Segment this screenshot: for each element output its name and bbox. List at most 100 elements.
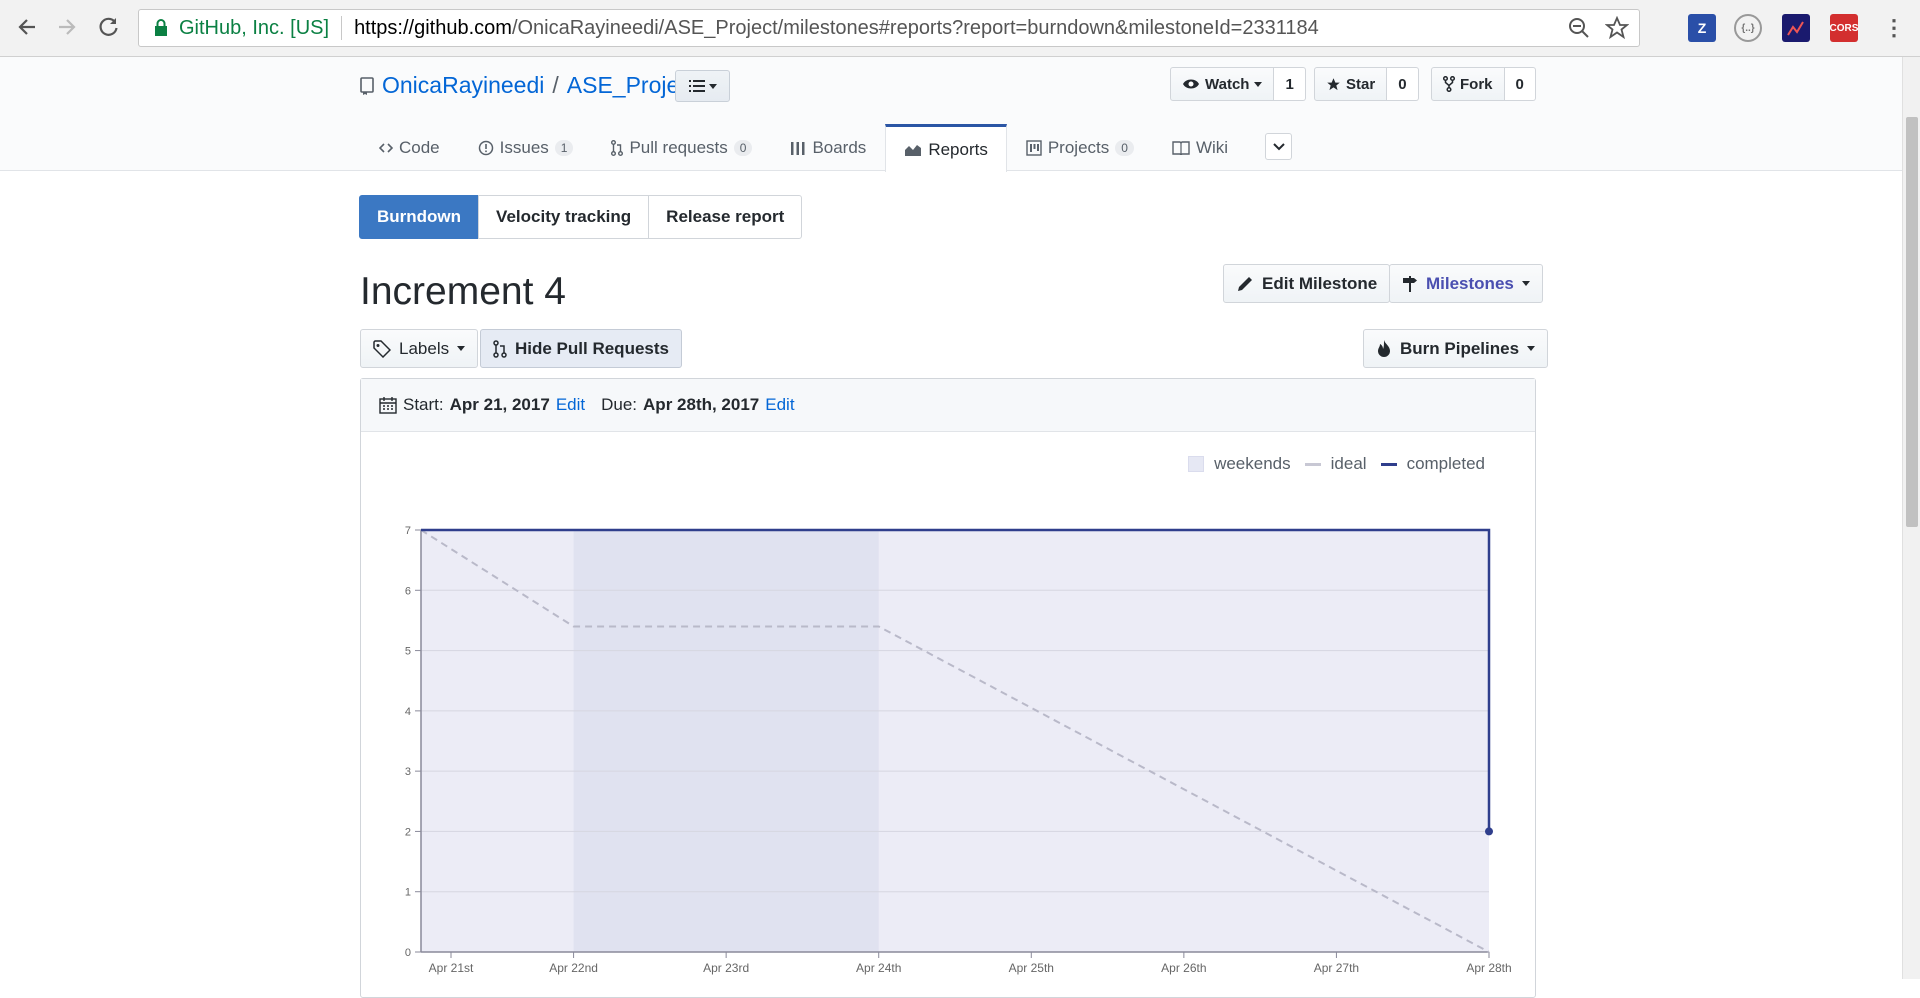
milestones-label: Milestones (1426, 273, 1514, 293)
y-tick-label: 4 (405, 706, 411, 718)
repo-icon (360, 76, 374, 95)
lock-icon (155, 19, 167, 36)
repo-owner-link[interactable]: OnicaRayineedi (382, 72, 545, 98)
extension-graph-glyph (1787, 21, 1804, 36)
completed-line (421, 528, 1491, 832)
labels-dropdown[interactable]: Labels (360, 329, 479, 368)
star-button[interactable]: Star (1314, 67, 1388, 101)
wiki-icon (1172, 141, 1190, 155)
tab-label: Wiki (1195, 138, 1229, 157)
y-tick-label: 6 (405, 585, 411, 597)
tab-release-report[interactable]: Release report (648, 195, 803, 239)
burndown-panel: Start: Apr 21, 2017 Edit Due: Apr 28th, … (360, 378, 1536, 998)
watch-button[interactable]: Watch (1170, 67, 1275, 101)
zoom-icon[interactable] (1567, 16, 1591, 40)
y-tick-label: 2 (405, 826, 411, 838)
reload-icon (99, 17, 118, 36)
bookmark-star-icon[interactable] (1605, 16, 1629, 40)
star-icon (1327, 77, 1340, 90)
scrollbar-thumb[interactable] (1906, 117, 1918, 527)
omnibox-divider (341, 16, 343, 40)
repo-header: OnicaRayineedi / ASE_Project Watch 1 Sta… (0, 57, 1902, 172)
tab-burndown[interactable]: Burndown (359, 195, 480, 239)
legend-label: weekends (1214, 454, 1291, 473)
extension-z-icon[interactable]: Z (1688, 14, 1716, 42)
burndown-chart: 0 1 2 3 4 5 6 7 Apr 21st Apr 22nd Apr 23rd Apr 24th… (405, 525, 1512, 975)
burn-pipelines-label: Burn Pipelines (1400, 338, 1520, 358)
fork-count[interactable]: 0 (1504, 67, 1536, 101)
legend-label: ideal (1330, 454, 1367, 473)
ideal-line (420, 529, 1490, 953)
extension-cors-icon[interactable]: CORS (1830, 14, 1858, 42)
y-tick-label: 0 (405, 947, 411, 959)
address-bar[interactable]: GitHub, Inc. [US] https://github.com/Oni… (138, 9, 1640, 47)
browser-menu-icon[interactable]: ⋮ (1883, 15, 1905, 40)
edit-milestone-label: Edit Milestone (1262, 273, 1378, 293)
y-tick-label: 7 (405, 525, 411, 537)
edit-milestone-button[interactable]: Edit Milestone (1223, 264, 1391, 303)
x-tick-label: Apr 24th (856, 961, 901, 975)
tab-label: Pull requests (629, 138, 728, 157)
tab-issues[interactable]: Issues 1 (459, 124, 593, 171)
tab-label: Projects (1047, 138, 1110, 157)
issue-icon (478, 140, 493, 156)
tab-projects[interactable]: Projects 0 (1007, 124, 1153, 171)
milestones-dropdown[interactable]: Milestones (1389, 264, 1543, 303)
legend-label: completed (1406, 454, 1485, 473)
x-tick-label: Apr 28th (1466, 961, 1511, 975)
milestone-title: Increment 4 (360, 270, 566, 313)
site-identity: GitHub, Inc. [US] (179, 16, 330, 39)
tag-icon (373, 339, 391, 358)
projects-count-badge: 0 (1115, 140, 1134, 156)
tab-code[interactable]: Code (360, 124, 459, 171)
list-icon (688, 80, 705, 92)
reload-button[interactable] (94, 12, 124, 42)
extension-graph-icon[interactable] (1782, 14, 1810, 42)
star-count[interactable]: 0 (1387, 67, 1419, 101)
tab-label: Boards (812, 138, 867, 157)
tab-label: Issues (499, 138, 549, 157)
legend-swatch (1380, 462, 1397, 466)
chevron-down-icon (708, 83, 717, 89)
fork-button[interactable]: Fork (1431, 67, 1505, 101)
chevron-down-icon (457, 346, 466, 351)
burn-pipelines-dropdown[interactable]: Burn Pipelines (1363, 329, 1549, 368)
y-tick-label: 1 (405, 887, 411, 899)
extension-json-icon[interactable]: {..} (1734, 14, 1762, 42)
calendar-icon (379, 397, 397, 414)
tab-wiki[interactable]: Wiki (1153, 124, 1247, 171)
pencil-icon (1238, 276, 1252, 291)
more-tabs-button[interactable] (1265, 133, 1293, 160)
edit-due-link[interactable]: Edit (765, 395, 795, 414)
forward-button[interactable] (52, 12, 82, 42)
repo-menu-button[interactable] (675, 70, 730, 102)
eye-icon (1183, 79, 1199, 89)
legend-item-completed[interactable]: completed (1380, 454, 1485, 474)
tab-reports[interactable]: Reports (885, 124, 1007, 172)
browser-toolbar: GitHub, Inc. [US] https://github.com/Oni… (0, 0, 1920, 57)
tab-velocity-tracking[interactable]: Velocity tracking (478, 195, 650, 239)
edit-start-link[interactable]: Edit (555, 395, 586, 414)
hide-pull-requests-button[interactable]: Hide Pull Requests (480, 329, 682, 368)
tab-pull-requests[interactable]: Pull requests 0 (592, 124, 771, 171)
issues-count-badge: 1 (554, 140, 574, 156)
x-tick-label: Apr 22nd (549, 961, 598, 975)
chevron-down-icon (1521, 281, 1530, 286)
projects-icon (1026, 140, 1042, 156)
legend-item-ideal[interactable]: ideal (1304, 454, 1367, 474)
page-scrollbar[interactable] (1902, 57, 1920, 979)
x-tick-label: Apr 26th (1161, 961, 1206, 975)
fork-label: Fork (1460, 75, 1493, 93)
pull-request-icon (493, 339, 507, 358)
watch-count[interactable]: 1 (1274, 67, 1306, 101)
tab-boards[interactable]: Boards (771, 124, 885, 171)
url-path: /OnicaRayineedi/ASE_Project/milestones#r… (511, 16, 1319, 39)
legend-swatch (1188, 456, 1205, 472)
back-button[interactable] (12, 12, 42, 42)
url-host: https://github.com (354, 16, 512, 39)
due-date: Apr 28th, 2017 (643, 395, 760, 414)
watch-group: Watch 1 (1170, 67, 1306, 101)
pull-requests-count-badge: 0 (733, 140, 753, 156)
tab-label: Reports (928, 139, 988, 159)
legend-item-weekends[interactable]: weekends (1188, 454, 1291, 474)
